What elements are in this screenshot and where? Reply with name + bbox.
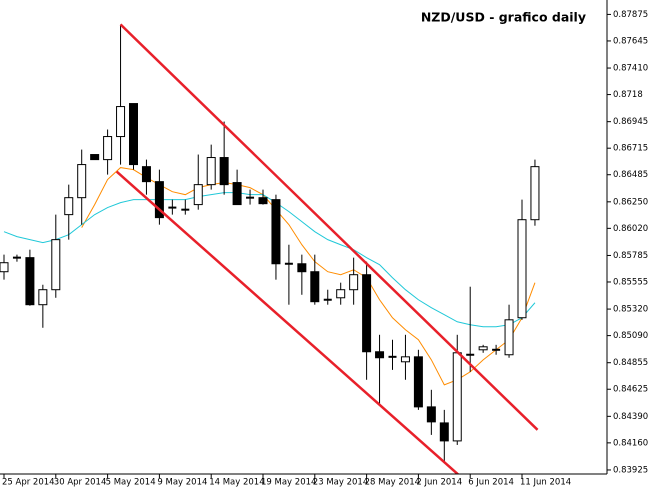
x-tick-label: 25 Apr 2014 xyxy=(2,478,55,488)
trend-channel xyxy=(115,170,460,474)
candle-body xyxy=(154,181,164,219)
candle-body xyxy=(51,239,61,291)
candle-body xyxy=(90,154,100,161)
candle-body xyxy=(38,289,48,306)
x-tick-label: 30 Apr 2014 xyxy=(54,478,107,488)
candle-body xyxy=(297,263,307,273)
candle-body xyxy=(400,356,410,363)
y-tick-label: 0.85785 xyxy=(613,251,648,261)
y-tick-label: 0.85555 xyxy=(613,277,648,287)
candle-body xyxy=(349,274,359,291)
moving-average xyxy=(3,192,536,328)
candle-body xyxy=(64,197,74,216)
trend-channel xyxy=(119,23,539,431)
candle-body xyxy=(439,422,449,442)
candle-body xyxy=(517,219,527,319)
y-tick-label: 0.84160 xyxy=(613,438,648,448)
candle-body xyxy=(466,353,475,356)
y-tick-label: 0.87645 xyxy=(613,36,648,46)
x-tick-label: 14 May 2014 xyxy=(209,478,264,488)
candle-body xyxy=(452,352,462,442)
candle-body xyxy=(246,196,255,199)
candle-body xyxy=(426,406,436,423)
candle-body xyxy=(219,157,229,186)
y-tick-label: 0.87875 xyxy=(613,10,648,20)
candle-body xyxy=(388,355,397,358)
candle-body xyxy=(413,356,423,408)
candle-body xyxy=(141,166,151,183)
candle-body xyxy=(168,206,177,209)
candle-body xyxy=(116,106,126,138)
candle-body xyxy=(103,136,113,161)
y-tick-label: 0.84855 xyxy=(613,358,648,368)
candle-body xyxy=(323,298,332,301)
candle-body xyxy=(310,271,320,303)
candle-body xyxy=(284,262,293,265)
y-tick-label: 0.86020 xyxy=(613,224,648,234)
x-tick-label: 5 May 2014 xyxy=(106,478,156,488)
x-tick-label: 23 May 2014 xyxy=(313,478,368,488)
y-tick-label: 0.86250 xyxy=(613,197,648,207)
candle-body xyxy=(12,256,21,259)
y-tick-label: 0.86485 xyxy=(613,170,648,180)
candle-body xyxy=(362,274,372,353)
y-tick-label: 0.8718 xyxy=(613,90,643,100)
x-tick-label: 11 Jun 2014 xyxy=(520,478,571,488)
y-tick-label: 0.84390 xyxy=(613,412,648,422)
candle-body xyxy=(530,166,540,221)
plot-area xyxy=(0,23,540,474)
candle-body xyxy=(504,319,514,356)
candle-body xyxy=(336,289,346,299)
y-tick-label: 0.86715 xyxy=(613,144,648,154)
candle-body xyxy=(206,157,216,186)
candle-body xyxy=(258,197,268,205)
x-tick-label: 28 May 2014 xyxy=(365,478,420,488)
y-tick-label: 0.85320 xyxy=(613,305,648,315)
y-tick-label: 0.86945 xyxy=(613,117,648,127)
candle-body xyxy=(271,199,281,265)
y-tick-label: 0.83925 xyxy=(613,465,648,475)
y-tick-label: 0.85090 xyxy=(613,331,648,341)
candle-body xyxy=(478,346,488,351)
y-tick-label: 0.84625 xyxy=(613,385,648,395)
candle-body xyxy=(25,257,35,306)
x-tick-label: 19 May 2014 xyxy=(261,478,316,488)
chart-title: NZD/USD - grafico daily xyxy=(421,10,586,25)
x-tick-label: 6 Jun 2014 xyxy=(468,478,514,488)
x-tick-label: 2 Jun 2014 xyxy=(416,478,462,488)
candle-body xyxy=(193,184,203,206)
x-tick-label: 9 May 2014 xyxy=(157,478,207,488)
y-tick-label: 0.87410 xyxy=(613,64,648,74)
candle-body xyxy=(129,103,138,166)
candle-body xyxy=(232,182,242,206)
candle-body xyxy=(492,348,501,351)
candle-body xyxy=(181,208,190,211)
candle-body xyxy=(375,351,385,359)
candle-body xyxy=(0,262,9,273)
candle-body xyxy=(77,164,87,199)
